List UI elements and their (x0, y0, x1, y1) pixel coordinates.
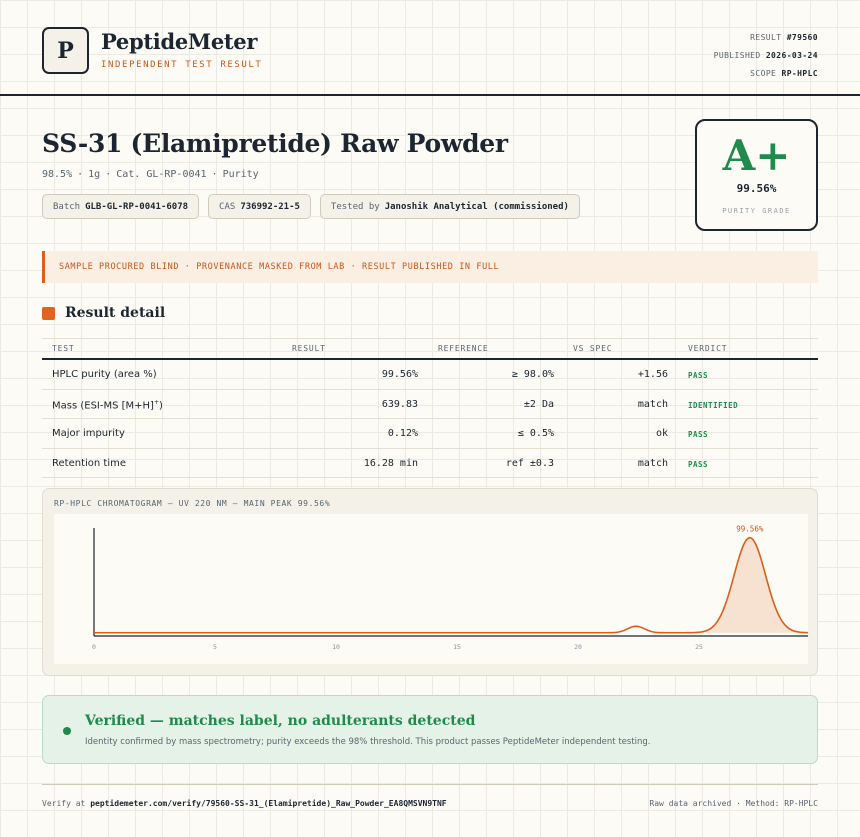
row-vs-spec: ok (655, 428, 668, 439)
result-meta: RESULT #79560 PUBLISHED 2026-03-24 SCOPE… (714, 29, 818, 83)
row-verdict: IDENTIFIED (688, 400, 739, 410)
row-test: Mass (ESI-MS [M+H]+) (52, 398, 163, 411)
chart-title: RP-HPLC CHROMATOGRAM — UV 220 NM — MAIN … (54, 499, 331, 508)
row-verdict: PASS (688, 430, 709, 439)
tested-by-chip: Tested by Janoshik Analytical (commission… (319, 194, 580, 219)
x-tick-label: 0 (92, 643, 96, 651)
row-verdict: PASS (688, 459, 709, 469)
row-reference: ref ±0.3 (505, 457, 554, 469)
row-verdict: PASS (688, 371, 709, 380)
chromatogram-chart: 99.56%05101520253030m (92, 525, 826, 651)
col-test: TEST (52, 344, 75, 353)
batch-chip: Batch GLB-GL-RP-0041-6078 (42, 194, 200, 219)
col-reference: REFERENCE (438, 344, 489, 353)
verified-dot-icon (63, 727, 71, 735)
table-row: HPLC purity (area %) 99.56% ≥ 98.0% +1.5… (42, 360, 818, 390)
row-vs-spec: match (637, 457, 668, 469)
row-result: 16.28 min (363, 457, 418, 469)
product-subtitle: 98.5% · 1g · Cat. GL-RP-0041 · Purity (42, 169, 259, 180)
grade-label: PURITY GRADE (722, 207, 791, 215)
results-table: TEST RESULT REFERENCE VS SPEC VERDICT HP… (42, 338, 818, 478)
x-tick-label: 5 (213, 643, 217, 651)
col-result: RESULT (292, 344, 326, 353)
peak-label: 99.56% (736, 525, 764, 534)
cas-chip: CAS 736992-21-5 (208, 194, 311, 219)
row-vs-spec: match (637, 398, 668, 410)
row-test: HPLC purity (area %) (52, 369, 157, 380)
verified-description: Identity confirmed by mass spectrometry;… (85, 737, 651, 747)
x-tick-label: 15 (453, 643, 461, 651)
purity-grade-card: A+ 99.56% PURITY GRADE (695, 119, 818, 231)
brand-logo[interactable]: P (42, 27, 89, 74)
table-row: Mass (ESI-MS [M+H]+) 639.83 ±2 Da match … (42, 390, 818, 419)
brand-tagline: INDEPENDENT TEST RESULT (101, 60, 263, 70)
x-tick-label: 20 (574, 643, 582, 651)
footer-method: Raw data archived · Method: RP-HPLC (649, 799, 818, 808)
row-test: Retention time (52, 457, 126, 469)
row-vs-spec: +1.56 (637, 369, 668, 380)
table-header: TEST RESULT REFERENCE VS SPEC VERDICT (42, 338, 818, 360)
row-reference: ≥ 98.0% (511, 369, 554, 380)
section-title: Result detail (65, 305, 166, 321)
verified-box: Verified — matches label, no adulterants… (42, 695, 818, 764)
row-result: 639.83 (381, 398, 418, 410)
meta-result: RESULT #79560 (750, 33, 818, 42)
grade-value: 99.56% (736, 182, 777, 195)
section-square-icon (42, 306, 55, 320)
table-row: Major impurity 0.12% ≤ 0.5% ok PASS (42, 419, 818, 449)
meta-published: PUBLISHED 2026-03-24 (713, 51, 818, 60)
product-chips: Batch GLB-GL-RP-0041-6078 CAS 736992-21-5 … (42, 194, 580, 219)
page-header: P PeptideMeter INDEPENDENT TEST RESULT R… (0, 0, 860, 96)
row-reference: ≤ 0.5% (517, 428, 554, 439)
verify-url-link[interactable]: peptidemeter.com/verify/79560-SS-31_(Ela… (90, 799, 447, 808)
row-reference: ±2 Da (523, 398, 554, 410)
verified-title: Verified — matches label, no adulterants… (85, 713, 476, 729)
product-title: SS-31 (Elamipretide) Raw Powder (42, 129, 508, 158)
row-result: 99.56% (381, 369, 418, 380)
provenance-banner: SAMPLE PROCURED BLIND · PROVENANCE MASKE… (42, 251, 818, 283)
result-detail-heading: Result detail (42, 305, 165, 321)
chromatogram-panel: RP-HPLC CHROMATOGRAM — UV 220 NM — MAIN … (42, 488, 826, 676)
meta-scope: SCOPE RP-HPLC (750, 69, 818, 78)
table-row: Retention time 16.28 min ref ±0.3 match … (42, 449, 818, 478)
row-result: 0.12% (387, 428, 418, 439)
main-peak-fill (694, 537, 805, 633)
col-verdict: VERDICT (688, 344, 728, 353)
x-tick-label: 10 (332, 643, 340, 651)
footer-divider (42, 784, 818, 785)
brand-name[interactable]: PeptideMeter (101, 29, 258, 54)
x-tick-label: 25 (695, 643, 703, 651)
verify-link-text: Verify at peptidemeter.com/verify/79560-… (42, 799, 447, 808)
col-vs-spec: VS SPEC (573, 344, 613, 353)
row-test: Major impurity (52, 428, 125, 439)
grade-letter: A+ (722, 131, 791, 180)
chart-plot-area: 99.56%05101520253030m (54, 514, 826, 664)
series-line (94, 536, 821, 634)
